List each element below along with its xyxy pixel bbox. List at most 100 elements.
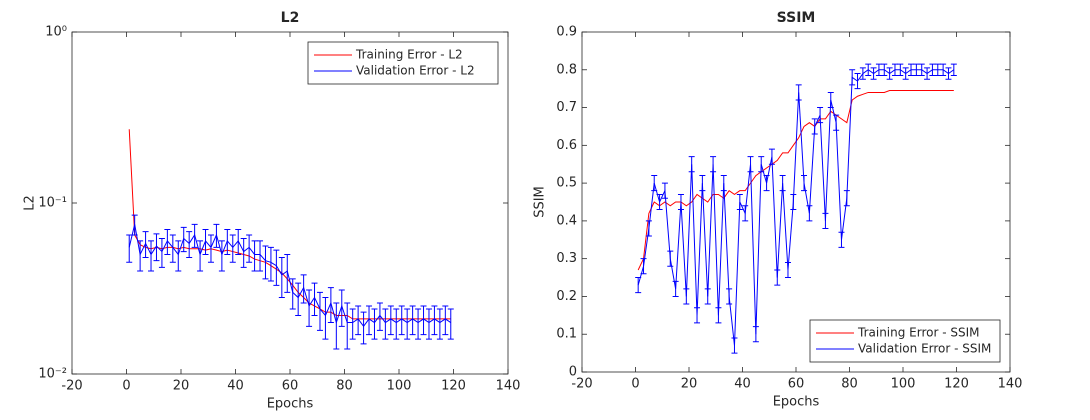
x-tick-label: 140 (496, 379, 521, 394)
error-bar (415, 308, 422, 340)
error-bar (376, 302, 383, 331)
y-axis-label: SSIM (533, 186, 548, 218)
error-bar (902, 67, 909, 80)
error-bar (409, 305, 416, 336)
error-bar (768, 148, 775, 165)
x-tick-label: 60 (282, 379, 299, 394)
error-bar (251, 240, 258, 272)
error-bar (442, 305, 449, 336)
error-bar (865, 63, 872, 76)
error-bar (801, 175, 808, 192)
error-bar (763, 175, 770, 192)
error-bar (338, 289, 345, 327)
error-bar (213, 223, 220, 248)
y-axis-label: L2 (23, 195, 38, 211)
series-line (128, 224, 452, 328)
error-bar (881, 63, 888, 76)
error-bar (327, 287, 334, 324)
error-bar (153, 233, 160, 262)
error-bar (322, 297, 329, 340)
error-bar (158, 238, 165, 268)
error-bar (704, 288, 711, 305)
error-bar (656, 193, 663, 211)
x-tick-label: -20 (61, 379, 82, 394)
error-bar (715, 307, 722, 324)
error-bar (447, 308, 454, 340)
error-bar (229, 234, 236, 263)
y-tick-label: 10⁻² (38, 367, 67, 382)
error-bar (311, 282, 318, 316)
error-bar (736, 193, 743, 211)
error-bar (246, 234, 253, 263)
y-tick-label: 0 (569, 365, 577, 380)
error-bar (640, 258, 647, 275)
error-bar (940, 63, 947, 76)
y-tick-label: 0.8 (556, 62, 577, 77)
error-bar (278, 257, 285, 299)
error-bar (207, 234, 214, 263)
error-bar (742, 205, 749, 222)
error-bar (838, 231, 845, 248)
error-bar (854, 73, 861, 90)
error-bar (180, 226, 187, 253)
error-bar (142, 231, 149, 259)
y-tick-label: 10⁰ (45, 25, 67, 40)
error-bar (169, 234, 176, 263)
x-tick-label: 80 (841, 377, 858, 392)
error-bar (790, 193, 797, 211)
error-bar (806, 205, 813, 222)
error-bar (191, 223, 198, 248)
error-bar (202, 228, 209, 255)
error-bar (240, 238, 247, 268)
error-bar (795, 84, 802, 101)
y-tick-label: 0.1 (556, 327, 577, 342)
y-tick-label: 0.3 (556, 251, 577, 266)
error-bar (333, 302, 340, 350)
error-bar (897, 63, 904, 76)
error-bar (731, 337, 738, 354)
error-bar (355, 305, 362, 336)
error-bar (683, 288, 690, 305)
error-bar (387, 305, 394, 336)
x-tick-label: 20 (173, 379, 190, 394)
error-bar (891, 63, 898, 76)
error-bar (886, 67, 893, 80)
error-bar (224, 228, 231, 255)
error-bar (875, 63, 882, 76)
error-bar (699, 175, 706, 192)
error-bar (758, 156, 765, 173)
error-bar (431, 305, 438, 336)
x-axis-label: Epochs (773, 395, 820, 410)
error-bar (420, 305, 427, 336)
error-bar (186, 231, 193, 259)
axes: L2 Epochs L2 -20 0 20 40 60 80 100 120 140 10⁻² 10⁻¹ 1… (23, 10, 521, 412)
error-bar (774, 269, 781, 286)
error-bar (436, 308, 443, 340)
error-bar (677, 193, 684, 211)
x-tick-label: 140 (998, 377, 1023, 392)
error-bar (672, 280, 679, 297)
error-bar (164, 228, 171, 255)
error-bar (635, 277, 642, 294)
chart-title: SSIM (777, 10, 816, 26)
y-tick-label: 0.9 (556, 25, 577, 40)
error-bar (827, 91, 834, 109)
error-bar (645, 220, 652, 237)
error-bar (371, 308, 378, 340)
error-bar (694, 307, 701, 324)
series-line (128, 129, 451, 320)
y-tick-label: 0.7 (556, 100, 577, 115)
error-bar (822, 212, 829, 229)
x-tick-label: 40 (227, 379, 244, 394)
error-bar (929, 63, 936, 76)
legend-box (307, 41, 499, 85)
error-bar (918, 63, 925, 76)
error-bar (262, 245, 269, 280)
legend-label: Validation Error - L2 (356, 64, 475, 78)
x-tick-label: 40 (734, 377, 751, 392)
error-bar (945, 67, 952, 80)
error-bar (148, 240, 155, 272)
error-bar (425, 308, 432, 340)
error-bar (779, 175, 786, 192)
